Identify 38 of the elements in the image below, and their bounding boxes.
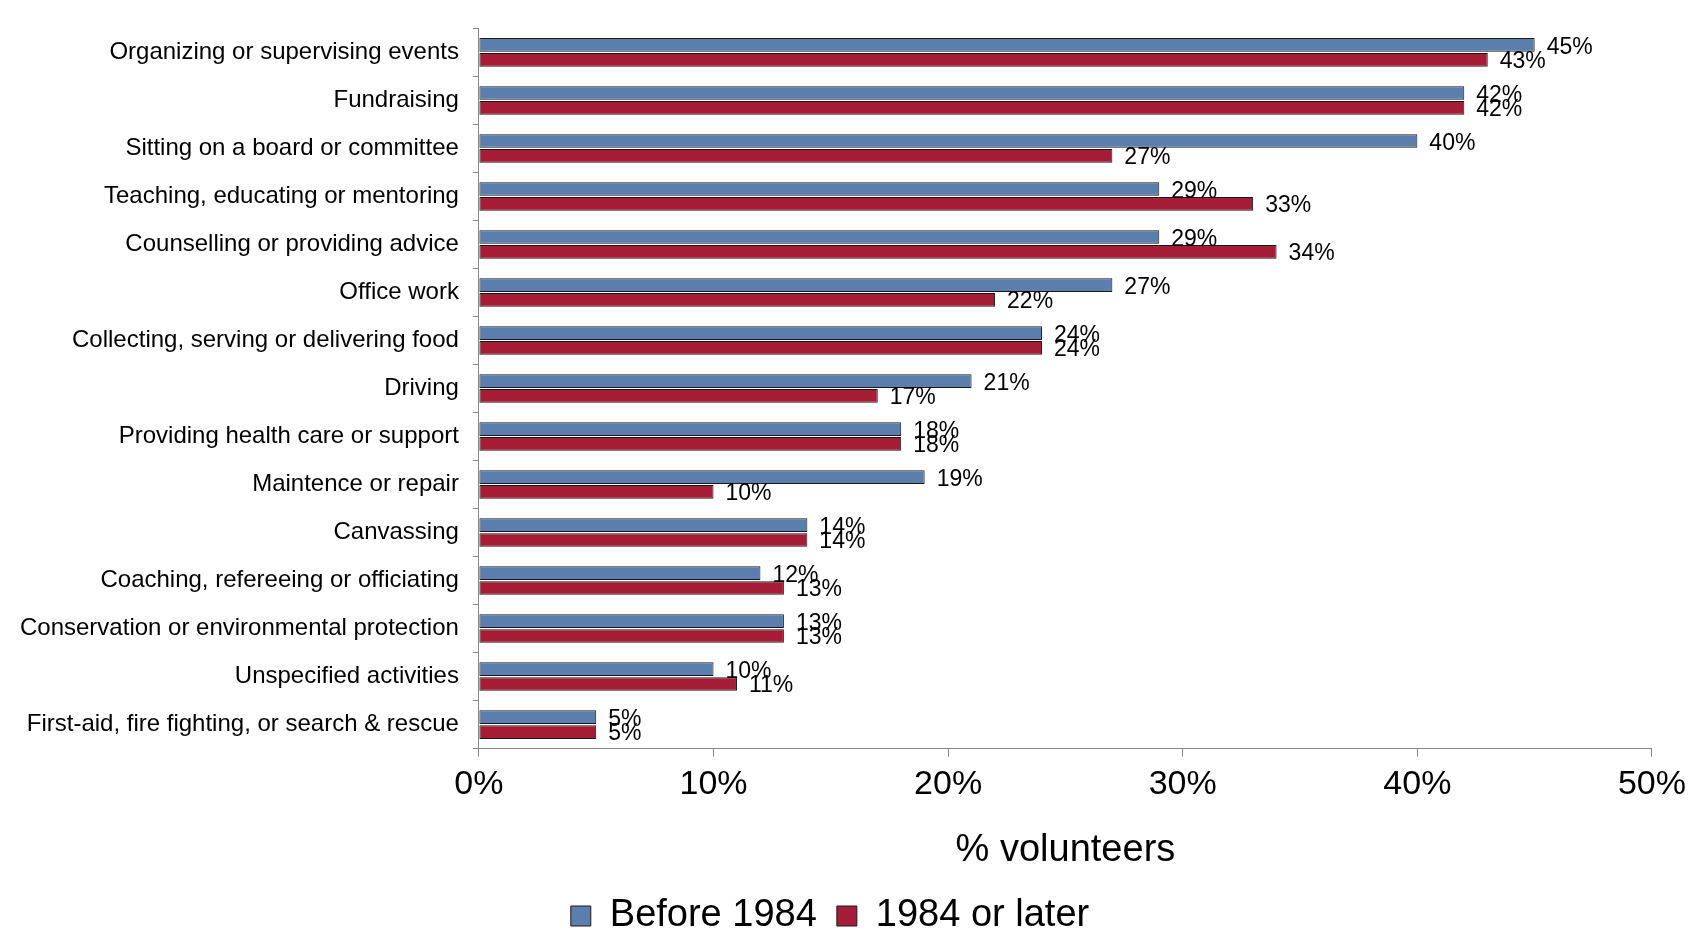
data-label: 19% bbox=[936, 465, 983, 492]
y-tick-label: Conservation or environmental protection bbox=[20, 613, 459, 641]
y-tick-label: Providing health care or support bbox=[118, 421, 460, 449]
y-tick-label: Teaching, educating or mentoring bbox=[104, 181, 459, 209]
y-tick-label: Maintence or repair bbox=[252, 469, 459, 497]
y-tick-label: Unspecified activities bbox=[234, 661, 459, 689]
x-tick-label: 40% bbox=[1383, 763, 1452, 802]
data-label: 10% bbox=[725, 479, 772, 506]
data-label: 40% bbox=[1429, 129, 1476, 156]
x-tick-label: 10% bbox=[679, 763, 748, 802]
y-tick-label: Collecting, serving or delivering food bbox=[72, 325, 459, 353]
y-tick-label: Fundraising bbox=[333, 85, 459, 113]
y-tick-label: Canvassing bbox=[333, 517, 459, 545]
data-label: 43% bbox=[1499, 47, 1546, 74]
data-label: 22% bbox=[1007, 287, 1054, 314]
y-tick-label: First-aid, fire fighting, or search & rescue bbox=[26, 709, 459, 737]
y-tick-label: Coaching, refereeing or officiating bbox=[100, 565, 459, 593]
legend-label: Before 1984 bbox=[609, 892, 817, 935]
x-tick-label: 0% bbox=[454, 763, 504, 802]
data-label: 27% bbox=[1124, 143, 1171, 170]
x-tick-label: 50% bbox=[1617, 763, 1687, 802]
y-tick-label: Organizing or supervising events bbox=[109, 37, 459, 65]
x-tick-label: 30% bbox=[1148, 763, 1217, 802]
data-label: 34% bbox=[1288, 239, 1335, 266]
data-label: 27% bbox=[1124, 273, 1171, 300]
data-label: 21% bbox=[983, 369, 1030, 396]
y-tick-label: Office work bbox=[339, 277, 460, 305]
data-label: 45% bbox=[1546, 33, 1593, 60]
data-label: 29% bbox=[1171, 177, 1218, 204]
x-tick-label: 20% bbox=[914, 763, 983, 802]
y-tick-label: Sitting on a board or committee bbox=[125, 133, 459, 161]
legend-label: 1984 or later bbox=[875, 892, 1090, 935]
x-axis-title: % volunteers bbox=[955, 826, 1176, 869]
data-label: 29% bbox=[1171, 225, 1218, 252]
y-tick-label: Driving bbox=[384, 373, 459, 401]
data-label: 17% bbox=[889, 383, 936, 410]
y-tick-label: Counselling or providing advice bbox=[125, 229, 459, 257]
data-label: 33% bbox=[1265, 191, 1312, 218]
